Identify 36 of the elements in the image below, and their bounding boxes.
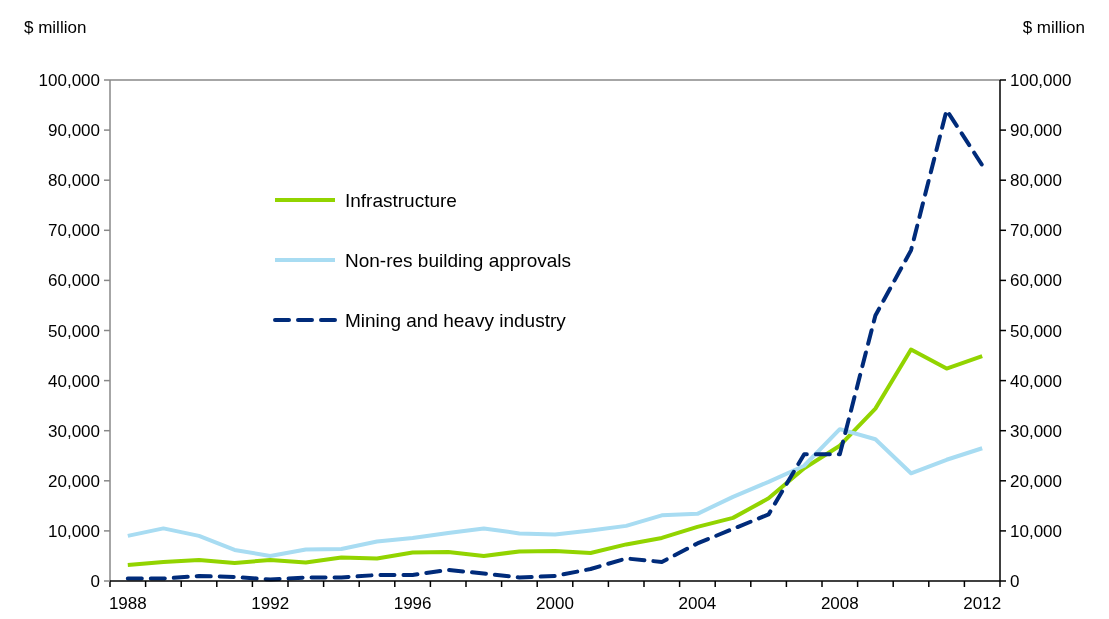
y2-tick-label: 0 xyxy=(1010,572,1020,591)
y-tick-label: 10,000 xyxy=(48,521,100,541)
y-tick-label: 90,000 xyxy=(48,121,100,141)
x-tick-label: 1988 xyxy=(108,594,147,613)
y-tick-label: 0 xyxy=(90,572,100,591)
legend-label: Infrastructure xyxy=(345,190,457,211)
y2-tick-label: 40,000 xyxy=(1010,371,1062,391)
x-tick-label: 1996 xyxy=(393,594,432,613)
y2-tick-label: 60,000 xyxy=(1010,271,1062,291)
line-series xyxy=(125,427,985,558)
y2-tick-label: 50,000 xyxy=(1010,321,1062,341)
legend-label: Mining and heavy industry xyxy=(345,310,567,331)
x-tick-label: 2008 xyxy=(820,594,859,613)
y2-tick-label: 80,000 xyxy=(1010,171,1062,191)
y2-axis-title: $ million xyxy=(1022,18,1085,37)
y2-tick-label: 20,000 xyxy=(1010,471,1062,491)
x-tick-label: 2000 xyxy=(536,594,574,613)
y2-tick-label: 70,000 xyxy=(1010,221,1062,241)
y2-tick-label: 30,000 xyxy=(1010,421,1062,441)
y2-tick-label: 90,000 xyxy=(1010,121,1062,141)
y2-tick-label: 10,000 xyxy=(1010,521,1062,541)
y-tick-label: 40,000 xyxy=(48,371,100,391)
x-tick-label: 2012 xyxy=(963,594,1002,613)
legend-label: Non-res building approvals xyxy=(345,250,572,271)
x-tick-label: 1992 xyxy=(251,594,290,613)
y-tick-label: 20,000 xyxy=(48,471,100,491)
y-tick-label: 30,000 xyxy=(48,421,100,441)
y-tick-label: 60,000 xyxy=(48,271,100,291)
x-tick-label: 2004 xyxy=(678,594,717,613)
y-tick-label: 50,000 xyxy=(48,321,100,341)
y-tick-label: 70,000 xyxy=(48,221,100,241)
line-series xyxy=(125,347,985,567)
y-axis-title: $ million xyxy=(24,18,87,37)
y-tick-label: 100,000 xyxy=(38,71,100,90)
y-tick-label: 80,000 xyxy=(48,171,100,191)
y2-tick-label: 100,000 xyxy=(1010,71,1072,90)
